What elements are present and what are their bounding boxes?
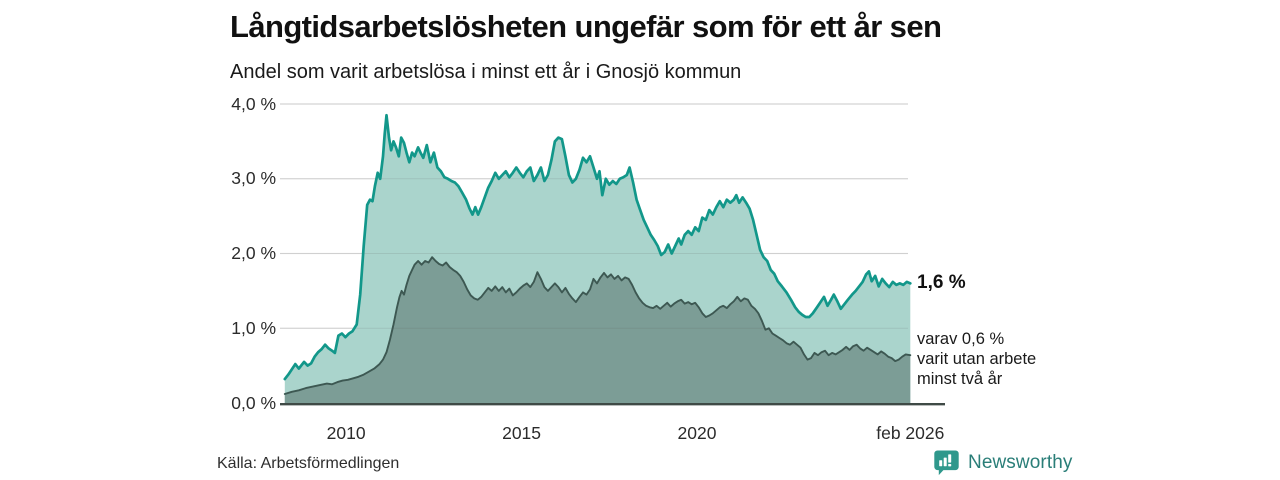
y-tick-label: 1,0 % bbox=[231, 317, 276, 338]
newsworthy-logo-icon bbox=[933, 449, 960, 476]
y-tick-label: 4,0 % bbox=[231, 93, 276, 114]
source-attribution: Källa: Arbetsförmedlingen bbox=[217, 455, 400, 472]
page-title: Långtidsarbetslösheten ungefär som för e… bbox=[230, 9, 942, 44]
newsworthy-brand-link[interactable]: Newsworthy bbox=[933, 449, 1072, 476]
x-tick-label: feb 2026 bbox=[876, 423, 945, 443]
latest-value-annotation: 1,6 % bbox=[917, 272, 966, 294]
exclamation-bar bbox=[948, 454, 952, 463]
gridlines-overlay bbox=[280, 103, 908, 329]
y-tick-label: 0,0 % bbox=[231, 392, 276, 413]
bar-2 bbox=[943, 457, 947, 467]
x-tick-label: 2010 bbox=[326, 423, 366, 443]
y-tick-label: 2,0 % bbox=[231, 243, 276, 263]
bar-1 bbox=[939, 460, 943, 467]
secondary-annotation-line: varav 0,6 % bbox=[917, 330, 1005, 349]
exclamation-dot bbox=[948, 464, 952, 467]
x-tick-label: 2015 bbox=[502, 423, 542, 443]
newsworthy-wordmark: Newsworthy bbox=[968, 451, 1073, 473]
secondary-annotation-line: minst två år bbox=[917, 370, 1003, 389]
chart-subtitle: Andel som varit arbetslösa i minst ett å… bbox=[230, 61, 742, 83]
x-tick-label: 2020 bbox=[677, 423, 717, 443]
line-unemployed-one-year bbox=[283, 113, 912, 381]
y-tick-label: 3,0 % bbox=[231, 168, 276, 189]
line-unemployed-two-years bbox=[283, 256, 912, 395]
secondary-annotation-line: varit utan arbete bbox=[917, 350, 1037, 369]
secondary-annotation: varav 0,6 % varit utan arbete minst två år bbox=[917, 329, 1036, 389]
area-unemployed-two-years bbox=[284, 257, 911, 403]
